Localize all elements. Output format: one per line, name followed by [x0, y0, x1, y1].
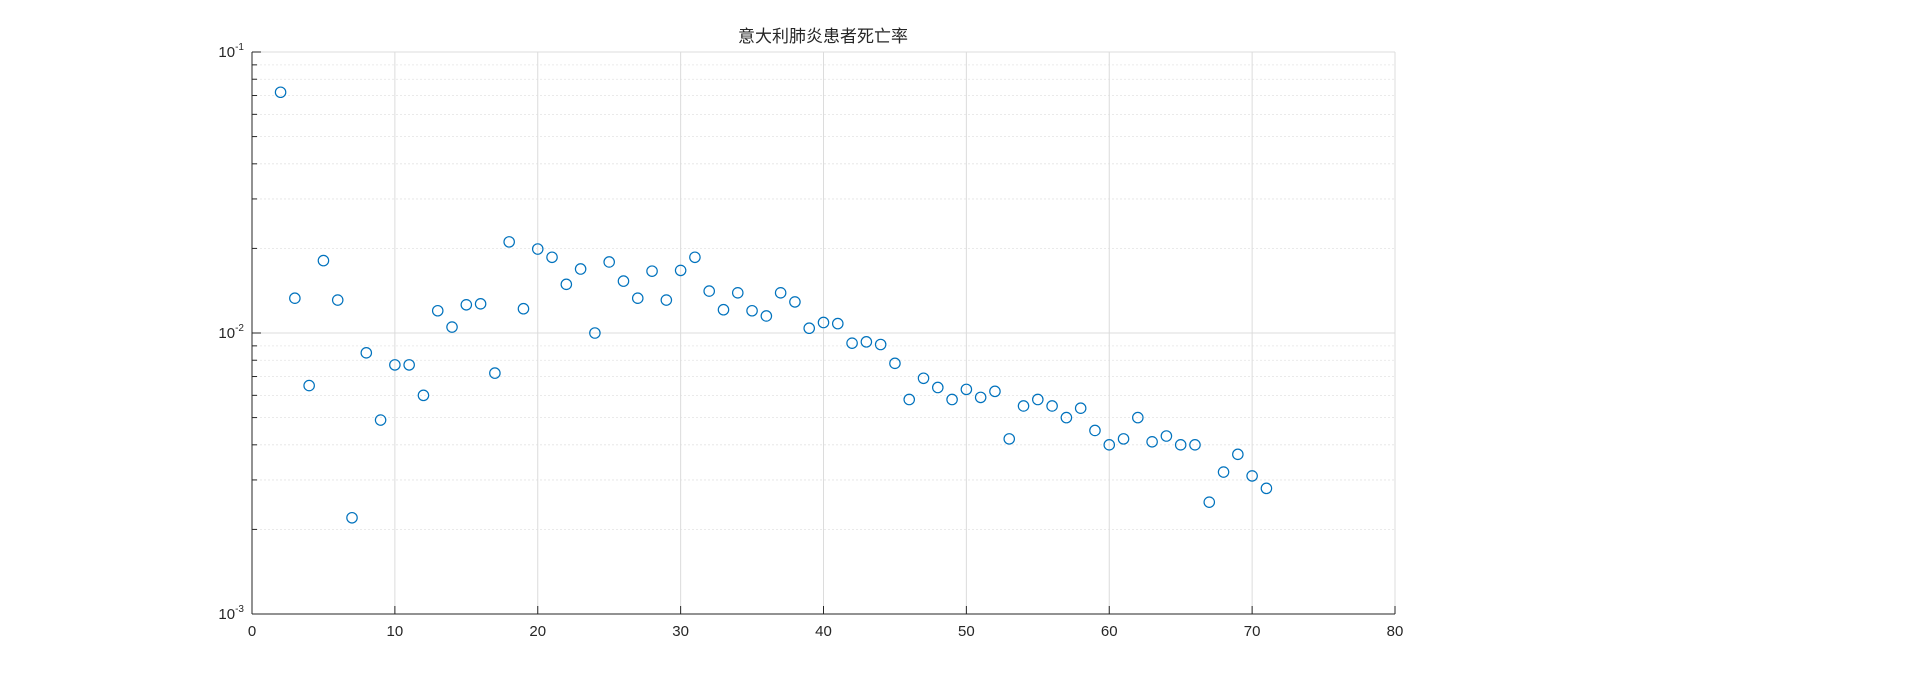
- data-point: [403, 359, 415, 371]
- x-tick-label: 80: [1387, 623, 1404, 640]
- data-point: [346, 511, 358, 524]
- data-point: [1203, 496, 1216, 508]
- x-tick-label: 20: [529, 623, 546, 640]
- data-point: [460, 298, 473, 311]
- x-tick-label: 50: [958, 623, 975, 640]
- data-point: [1246, 470, 1258, 482]
- data-point: [760, 310, 773, 322]
- data-point: [1032, 393, 1044, 406]
- data-point: [617, 275, 630, 287]
- data-point: [646, 265, 658, 277]
- data-point: [1132, 411, 1144, 424]
- data-point: [717, 303, 730, 316]
- data-point: [360, 347, 373, 359]
- data-point: [931, 381, 944, 394]
- data-point: [1060, 411, 1073, 424]
- data-point: [546, 251, 558, 264]
- data-point: [917, 372, 930, 385]
- data-point: [1189, 439, 1201, 451]
- data-point: [960, 383, 973, 396]
- y-axis-ticks: 10-3 10-2 10-1: [218, 42, 261, 623]
- data-point: [331, 294, 344, 306]
- x-axis-ticks: 0 10 20 30 40 50 60 70 80: [248, 606, 1404, 640]
- data-point: [1160, 430, 1173, 442]
- data-point: [1089, 424, 1101, 437]
- x-tick-label: 10: [387, 623, 404, 640]
- data-point: [389, 359, 401, 371]
- x-tick-label: 40: [815, 623, 832, 640]
- data-point: [474, 298, 487, 310]
- chart-title: 意大利肺炎患者死亡率: [738, 27, 908, 47]
- data-point: [303, 379, 315, 392]
- data-point: [631, 292, 644, 304]
- data-point: [1174, 439, 1187, 451]
- data-point: [446, 321, 458, 333]
- data-point: [989, 385, 1001, 398]
- data-point: [317, 254, 330, 267]
- data-point: [374, 414, 387, 426]
- data-point: [274, 86, 287, 99]
- data-point: [431, 304, 444, 317]
- data-point: [589, 327, 601, 339]
- data-point: [603, 256, 615, 268]
- data-point: [703, 285, 715, 297]
- data-point: [503, 236, 515, 248]
- data-point: [689, 251, 701, 264]
- x-tick-label: 0: [248, 623, 256, 640]
- data-point: [1074, 402, 1087, 414]
- data-point: [1046, 400, 1058, 412]
- data-point: [1103, 439, 1116, 451]
- data-point: [860, 336, 873, 348]
- data-point: [560, 278, 573, 291]
- data-point: [817, 316, 830, 329]
- data-point: [289, 292, 301, 304]
- x-tick-label: 30: [672, 623, 689, 640]
- data-point: [1217, 466, 1230, 478]
- data-point: [489, 367, 501, 379]
- data-point: [417, 389, 430, 402]
- data-point: [660, 294, 673, 306]
- x-tick-label: 60: [1101, 623, 1118, 640]
- data-point: [974, 391, 987, 404]
- data-point: [1260, 482, 1273, 495]
- data-point: [731, 287, 744, 299]
- data-point: [531, 243, 544, 255]
- data-point: [774, 287, 787, 299]
- data-point: [1017, 400, 1030, 412]
- data-point: [517, 302, 530, 315]
- data-point: [1003, 433, 1016, 445]
- data-point: [803, 322, 816, 335]
- data-point: [746, 304, 758, 317]
- data-point: [1146, 436, 1158, 448]
- data-point: [903, 393, 916, 406]
- data-point: [789, 296, 801, 308]
- y-tick-label: 10-2: [218, 323, 244, 342]
- data-point: [889, 357, 901, 370]
- data-point: [574, 263, 587, 275]
- data-point: [846, 337, 858, 349]
- data-point: [1117, 433, 1130, 445]
- data-point: [874, 338, 887, 351]
- data-points: [274, 86, 1273, 524]
- data-point: [1232, 448, 1244, 461]
- y-tick-label: 10-3: [218, 604, 244, 623]
- data-point: [831, 317, 844, 330]
- x-tick-label: 70: [1244, 623, 1261, 640]
- y-tick-label: 10-1: [218, 42, 244, 61]
- data-point: [674, 264, 687, 277]
- data-point: [946, 393, 958, 406]
